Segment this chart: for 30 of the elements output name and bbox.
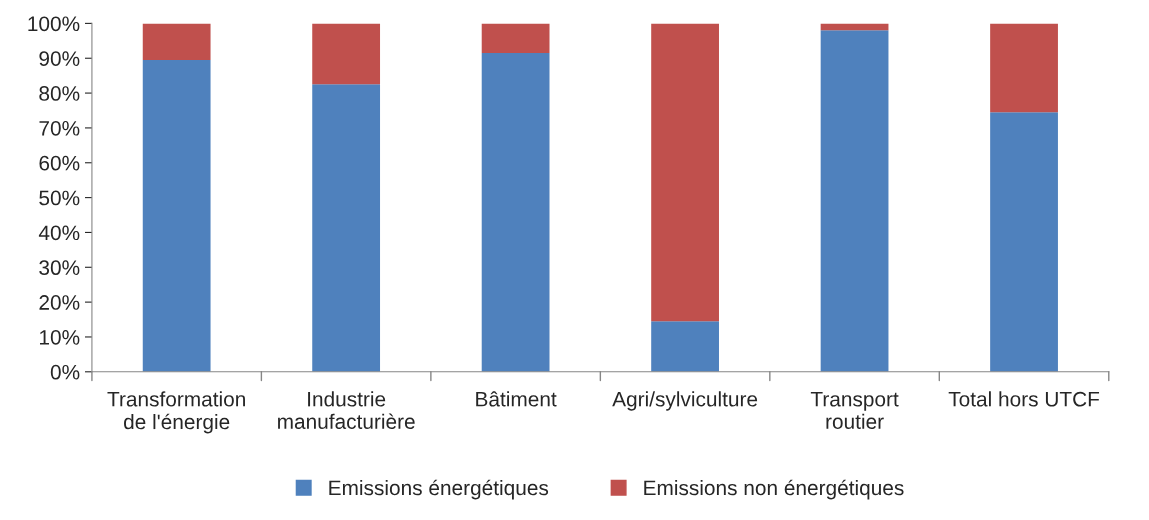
bar <box>820 30 889 372</box>
x-tick-label: Bâtiment <box>476 391 557 407</box>
y-tick-label: 30% <box>39 260 80 276</box>
y-tick-label: 20% <box>39 295 80 310</box>
y-tick-label: 10% <box>40 329 80 345</box>
x-tick-label: Total hors UTCF <box>948 391 1100 407</box>
x-tick-label: Transformation de l'énergie <box>107 391 245 434</box>
y-tick-label: 60% <box>39 155 80 171</box>
bar <box>990 23 1058 113</box>
y-tick-label: 40% <box>38 225 80 241</box>
bar <box>481 53 550 372</box>
y-tick-label: 50% <box>39 190 80 206</box>
bar <box>990 112 1058 372</box>
bar <box>312 84 381 372</box>
bar <box>651 321 719 372</box>
x-tick-label: Transport routier <box>810 392 899 429</box>
x-tick-label: Agri/sylviculture <box>612 391 758 411</box>
y-tick-label: 0% <box>50 364 80 380</box>
y-tick-label: 90% <box>39 51 80 66</box>
bar <box>142 23 211 60</box>
x-tick-label: Industrie manufacturière <box>278 391 415 429</box>
y-tick-label: 70% <box>39 120 80 136</box>
y-tick-label: 80% <box>39 86 80 101</box>
y-tick-label: 100% <box>28 16 80 32</box>
bar <box>651 23 719 322</box>
bar <box>142 59 211 372</box>
legend-label: Emissions non énergétiques <box>644 479 904 500</box>
bar <box>312 23 381 85</box>
legend-label: Emissions énergétiques <box>329 479 549 500</box>
bar <box>481 23 550 54</box>
